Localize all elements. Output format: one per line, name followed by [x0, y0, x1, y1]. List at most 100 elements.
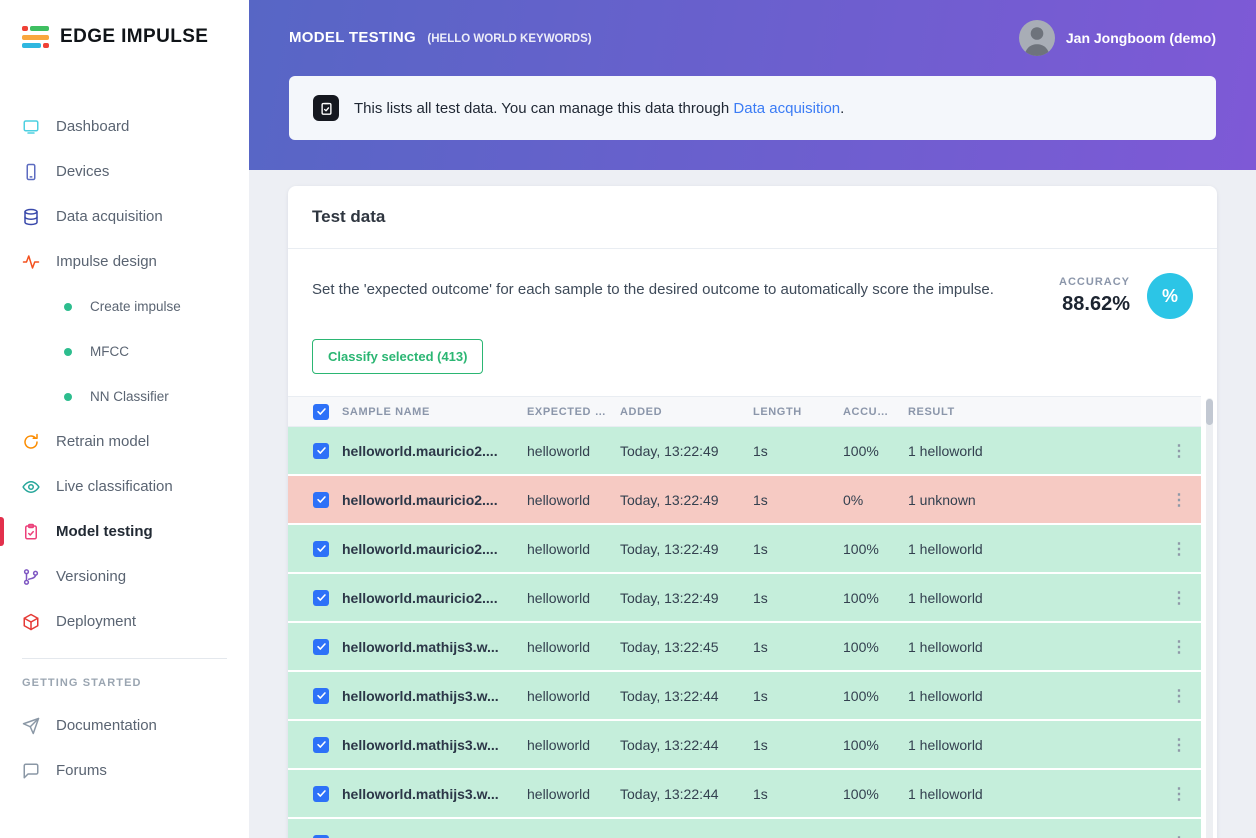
- deployment-icon: [22, 613, 40, 631]
- row-menu-icon[interactable]: ⋮: [1171, 491, 1187, 509]
- col-accuracy: ACCU…: [843, 405, 889, 418]
- cell-length: 1s: [753, 638, 768, 655]
- scrollbar-thumb[interactable]: [1206, 399, 1213, 425]
- devices-icon: [22, 163, 40, 181]
- documentation-icon: [22, 717, 40, 735]
- sidebar-item-create-impulse[interactable]: Create impulse: [0, 284, 249, 329]
- row-menu-icon[interactable]: ⋮: [1171, 687, 1187, 705]
- cell-added: Today, 13:22:49: [620, 442, 719, 459]
- sidebar-item-versioning[interactable]: Versioning: [0, 554, 249, 599]
- cell-result: 1 helloworld: [908, 638, 983, 655]
- table-row[interactable]: helloworld.mauricio2.... helloworld Toda…: [288, 574, 1201, 623]
- cell-result: 1 unknown: [908, 491, 976, 508]
- user-menu[interactable]: Jan Jongboom (demo): [1018, 20, 1216, 56]
- scrollbar-track[interactable]: [1206, 398, 1213, 838]
- row-checkbox[interactable]: [313, 638, 329, 655]
- sidebar-item-label: Deployment: [56, 613, 137, 630]
- cell-length: 1s: [753, 687, 768, 704]
- cell-added: Today, 13:22:44: [620, 687, 719, 704]
- cell-expected: helloworld: [527, 785, 591, 802]
- classify-selected-button[interactable]: Classify selected (413): [312, 339, 484, 374]
- row-checkbox[interactable]: [313, 834, 329, 838]
- sidebar-item-nn-classifier[interactable]: NN Classifier: [0, 374, 249, 419]
- sidebar-item-label: Live classification: [56, 478, 173, 495]
- sidebar-item-documentation[interactable]: Documentation: [0, 703, 249, 748]
- row-menu-icon[interactable]: ⋮: [1157, 833, 1201, 838]
- row-checkbox[interactable]: [313, 785, 329, 802]
- row-checkbox[interactable]: [313, 687, 329, 704]
- table-row[interactable]: helloworld.mathijs3.w... helloworld Toda…: [288, 623, 1201, 672]
- page-title-main: MODEL TESTING: [289, 29, 416, 46]
- cell-sample-name: helloworld.mathijs3.w...: [342, 785, 499, 802]
- table-row[interactable]: helloworld.mathijs3.w... helloworld Toda…: [288, 770, 1201, 819]
- select-all-checkbox[interactable]: [313, 403, 329, 420]
- row-checkbox[interactable]: [313, 491, 329, 508]
- edge-impulse-logo-icon: [22, 26, 49, 48]
- sidebar-item-label: Data acquisition: [56, 208, 163, 225]
- clipboard-icon: [313, 95, 339, 121]
- test-data-card: Test data Set the 'expected outcome' for…: [288, 186, 1217, 838]
- col-expected: EXPECTED …: [527, 405, 607, 418]
- sidebar-item-retrain-model[interactable]: Retrain model: [0, 419, 249, 464]
- sidebar-item-mfcc[interactable]: MFCC: [0, 329, 249, 374]
- sidebar-item-deployment[interactable]: Deployment: [0, 599, 249, 644]
- cell-length: 1s: [753, 442, 768, 459]
- data-acquisition-link[interactable]: Data acquisition: [733, 99, 841, 117]
- cell-expected: helloworld: [527, 687, 591, 704]
- cell-added: Today, 13:22:49: [620, 589, 719, 606]
- data-acquisition-icon: [22, 208, 40, 226]
- sidebar-item-model-testing[interactable]: Model testing: [0, 509, 249, 554]
- sidebar-item-dashboard[interactable]: Dashboard: [0, 104, 249, 149]
- row-checkbox[interactable]: [313, 540, 329, 557]
- sidebar-item-devices[interactable]: Devices: [0, 149, 249, 194]
- cell-expected: helloworld: [527, 736, 591, 753]
- sidebar-divider: [22, 658, 227, 659]
- live-classification-icon: [22, 478, 40, 496]
- page-title: MODEL TESTING (HELLO WORLD KEYWORDS): [289, 29, 592, 47]
- table-row[interactable]: helloworld.mathijs3.w... helloworld Toda…: [288, 672, 1201, 721]
- cell-added: Today, 13:22:44: [620, 785, 719, 802]
- cell-added: Today, 13:22:49: [620, 491, 719, 508]
- sidebar-item-impulse-design[interactable]: Impulse design: [0, 239, 249, 284]
- sidebar-item-label: Retrain model: [56, 433, 150, 450]
- row-menu-icon[interactable]: ⋮: [1171, 442, 1187, 460]
- row-checkbox[interactable]: [313, 589, 329, 606]
- row-menu-icon[interactable]: ⋮: [1171, 785, 1187, 803]
- edge-impulse-logo[interactable]: EDGE IMPULSE: [0, 0, 249, 68]
- sidebar-footer-nav: Documentation Forums: [0, 703, 249, 793]
- cell-accuracy: 100%: [843, 442, 879, 459]
- sidebar-item-data-acquisition[interactable]: Data acquisition: [0, 194, 249, 239]
- sidebar-item-label: NN Classifier: [90, 389, 169, 404]
- cell-result: 1 helloworld: [908, 589, 983, 606]
- sidebar-item-live-classification[interactable]: Live classification: [0, 464, 249, 509]
- table-row[interactable]: helloworld.mathijs3.w... helloworld Toda…: [288, 819, 1201, 838]
- card-header: Test data: [288, 186, 1217, 249]
- green-dot-icon: [64, 347, 72, 356]
- row-menu-icon[interactable]: ⋮: [1171, 638, 1187, 656]
- row-checkbox[interactable]: [313, 736, 329, 753]
- table-row[interactable]: helloworld.mauricio2.... helloworld Toda…: [288, 427, 1201, 476]
- content-area: Test data Set the 'expected outcome' for…: [249, 170, 1256, 838]
- cell-accuracy: 100%: [843, 785, 879, 802]
- table-row[interactable]: helloworld.mauricio2.... helloworld Toda…: [288, 525, 1201, 574]
- cell-expected: helloworld: [527, 638, 591, 655]
- sidebar-item-forums[interactable]: Forums: [0, 748, 249, 793]
- row-menu-icon[interactable]: ⋮: [1171, 736, 1187, 754]
- row-checkbox[interactable]: [313, 442, 329, 459]
- table-row[interactable]: helloworld.mauricio2.... helloworld Toda…: [288, 476, 1201, 525]
- cell-added: Today, 13:22:44: [620, 835, 753, 838]
- sidebar-item-label: Versioning: [56, 568, 127, 585]
- table-row[interactable]: helloworld.mathijs3.w... helloworld Toda…: [288, 721, 1201, 770]
- cell-sample-name: helloworld.mathijs3.w...: [342, 835, 527, 838]
- cell-accuracy: 0%: [843, 491, 864, 508]
- user-name: Jan Jongboom (demo): [1065, 30, 1216, 46]
- cell-length: 1s: [753, 540, 768, 557]
- cell-result: 1 helloworld: [908, 442, 983, 459]
- percent-badge-icon: %: [1147, 273, 1193, 319]
- sidebar-nav: Dashboard Devices Data acquisition Impul…: [0, 104, 249, 644]
- cell-added: Today, 13:22:45: [620, 638, 719, 655]
- row-menu-icon[interactable]: ⋮: [1171, 540, 1187, 558]
- description-text: Set the 'expected outcome' for each samp…: [312, 281, 994, 298]
- row-menu-icon[interactable]: ⋮: [1171, 589, 1187, 607]
- cell-accuracy: 100%: [843, 589, 879, 606]
